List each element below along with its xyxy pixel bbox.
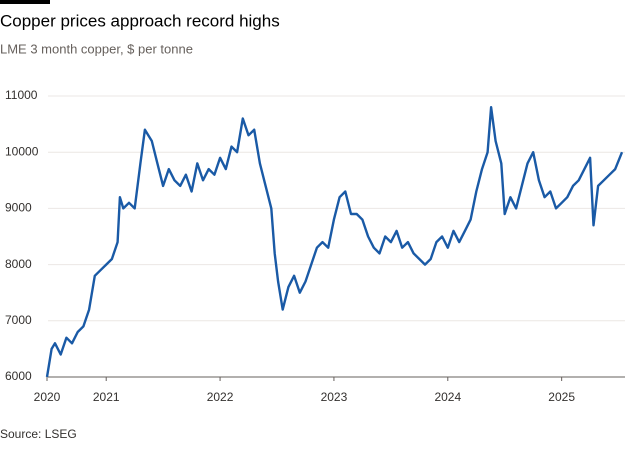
x-tick-label: 2020 xyxy=(34,390,61,404)
x-tick-label: 2022 xyxy=(207,390,234,404)
x-tick-label: 2021 xyxy=(93,390,120,404)
x-tick-label: 2024 xyxy=(434,390,461,404)
y-tick-label: 6000 xyxy=(5,369,32,383)
price-line xyxy=(45,106,624,378)
y-tick-label: 11000 xyxy=(5,88,38,102)
x-tick-label: 2025 xyxy=(548,390,575,404)
source: Source: LSEG xyxy=(0,427,77,441)
y-tick-label: 9000 xyxy=(5,201,32,215)
y-tick-label: 7000 xyxy=(5,313,32,327)
chart-subtitle: LME 3 month copper, $ per tonne xyxy=(0,41,193,56)
y-tick-label: 8000 xyxy=(5,257,32,271)
x-tick-label: 2023 xyxy=(321,390,348,404)
brand-bar xyxy=(0,0,50,4)
y-tick-label: 10000 xyxy=(5,144,39,158)
chart-title: Copper prices approach record highs xyxy=(0,11,280,30)
